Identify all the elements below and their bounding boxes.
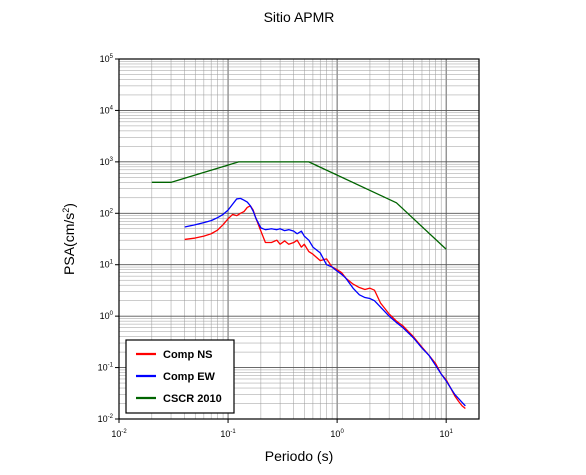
grid xyxy=(118,59,480,420)
legend-label: CSCR 2010 xyxy=(163,393,222,405)
y-tick-label: 10-2 xyxy=(98,414,114,424)
x-axis-label: Periodo (s) xyxy=(265,448,333,464)
y-axis-label-close: ) xyxy=(61,203,77,208)
y-axis-label-base: PSA(cm/s xyxy=(61,213,77,275)
y-axis-label: PSA(cm/s2) xyxy=(61,203,77,275)
plot-frame xyxy=(118,58,480,420)
chart-title: Sitio APMR xyxy=(264,9,335,25)
y-tick-label: 103 xyxy=(100,157,114,167)
x-tick-label: 10-1 xyxy=(220,429,236,439)
y-tick-label: 10-1 xyxy=(98,363,114,373)
y-tick-label: 105 xyxy=(100,54,114,64)
x-tick-label: 101 xyxy=(439,429,453,439)
x-tick-labels: 10-2 10-1 100 101 xyxy=(111,419,454,439)
y-tick-label: 102 xyxy=(100,208,114,218)
series-line xyxy=(184,197,466,407)
y-axis-label-sup: 2 xyxy=(61,208,71,213)
series-line xyxy=(151,161,447,250)
y-tick-label: 101 xyxy=(100,260,114,270)
x-tick-label: 100 xyxy=(330,429,344,439)
series-group xyxy=(151,161,466,410)
legend-label: Comp NS xyxy=(163,349,213,361)
y-tick-label: 104 xyxy=(100,105,114,115)
legend-label: Comp EW xyxy=(163,371,216,383)
x-tick-label: 10-2 xyxy=(111,429,127,439)
y-tick-labels: 10-2 10-1 100 101 102 103 104 105 xyxy=(98,54,119,424)
y-tick-label: 100 xyxy=(100,311,114,321)
legend: Comp NS Comp EW CSCR 2010 xyxy=(125,339,235,414)
